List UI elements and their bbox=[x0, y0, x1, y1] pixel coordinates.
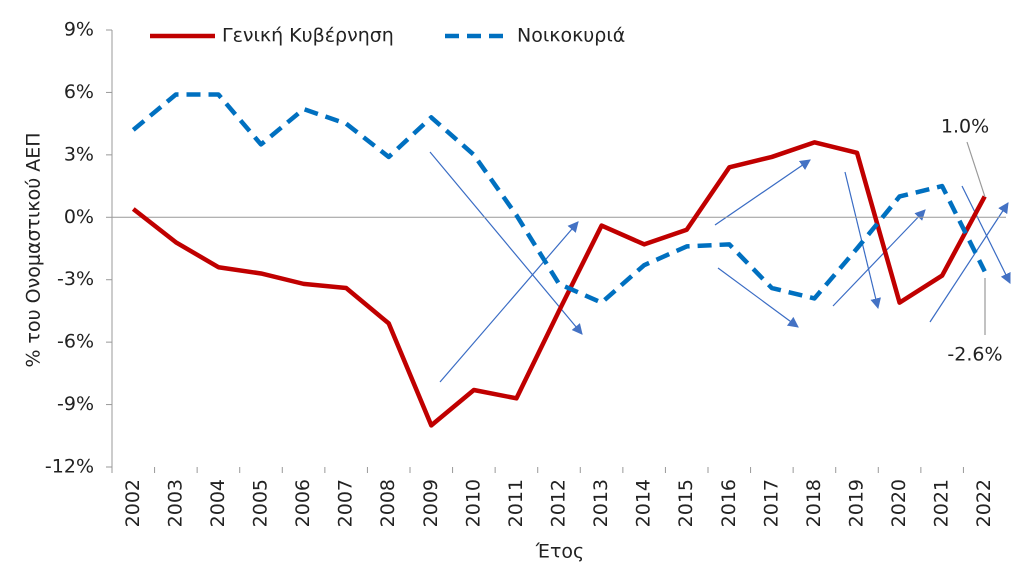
y-tick-label: 0% bbox=[64, 206, 94, 228]
x-tick-label: 2011 bbox=[505, 479, 527, 527]
data-label: 1.0% bbox=[941, 116, 989, 138]
x-tick-label: 2013 bbox=[590, 479, 612, 527]
legend-label: Νοικοκυριά bbox=[517, 25, 625, 47]
label-connector bbox=[966, 141, 986, 198]
y-tick-label: -9% bbox=[57, 393, 94, 415]
data-label: -2.6% bbox=[947, 344, 1002, 366]
x-tick-label: 2020 bbox=[888, 479, 910, 527]
x-tick-label: 2008 bbox=[377, 479, 399, 527]
y-tick-label: 9% bbox=[64, 19, 94, 41]
y-tick-label: 3% bbox=[64, 143, 94, 165]
y-axis-title: % του Ονομαστικού ΑΕΠ bbox=[23, 132, 45, 367]
y-tick-label: 6% bbox=[64, 81, 94, 103]
x-tick-label: 2014 bbox=[633, 479, 655, 527]
x-tick-label: 2017 bbox=[760, 479, 782, 527]
x-tick-label: 2007 bbox=[335, 479, 357, 527]
x-tick-label: 2005 bbox=[250, 479, 272, 527]
y-tick-label: -6% bbox=[57, 331, 94, 353]
x-tick-label: 2016 bbox=[718, 479, 740, 527]
x-tick-label: 2019 bbox=[846, 479, 868, 527]
x-tick-label: 2015 bbox=[675, 479, 697, 527]
x-tick-label: 2006 bbox=[292, 479, 314, 527]
x-axis-title: Έτος bbox=[535, 541, 584, 563]
x-tick-label: 2004 bbox=[207, 479, 229, 527]
x-tick-label: 2021 bbox=[931, 479, 953, 527]
x-tick-label: 2003 bbox=[164, 479, 186, 527]
series-line bbox=[131, 140, 987, 428]
legend-label: Γενική Κυβέρνηση bbox=[222, 25, 394, 47]
trend-arrows bbox=[429, 151, 1011, 383]
x-tick-label: 2018 bbox=[803, 479, 825, 527]
x-tick-label: 2010 bbox=[462, 479, 484, 527]
y-tick-label: -12% bbox=[45, 456, 94, 478]
y-tick-label: -3% bbox=[57, 268, 94, 290]
x-tick-label: 2002 bbox=[122, 479, 144, 527]
x-tick-label: 2012 bbox=[548, 479, 570, 527]
x-tick-label: 2009 bbox=[420, 479, 442, 527]
series-line bbox=[131, 92, 987, 305]
x-tick-label: 2022 bbox=[973, 479, 995, 527]
